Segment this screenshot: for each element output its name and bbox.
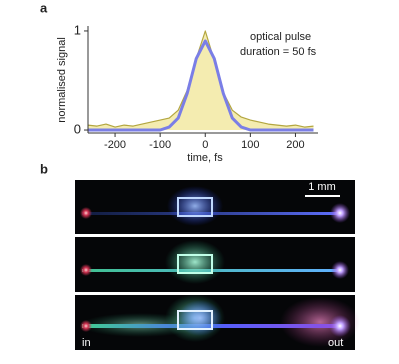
x-tick-label: 0: [202, 139, 208, 151]
x-axis-label: time, fs: [187, 152, 223, 164]
y-tick-label: 1: [74, 22, 81, 37]
panel-label: b: [40, 161, 48, 176]
y-axis-label: normalised signal: [56, 37, 68, 123]
micrograph-1: 1 mm: [75, 180, 355, 234]
series-line: [87, 30, 314, 128]
x-tick-label: 100: [241, 139, 259, 151]
x-tick-label: -200: [104, 139, 126, 151]
input-label: in: [82, 337, 91, 349]
area-fill: [88, 31, 314, 131]
panel-label: a: [40, 0, 48, 15]
output-label: out: [328, 337, 343, 349]
annotation: duration = 50 fs: [240, 46, 317, 58]
micrograph-3: in out: [75, 294, 360, 350]
x-tick-label: -100: [149, 139, 171, 151]
x-tick-label: 200: [286, 139, 304, 151]
scale-bar-label: 1 mm: [308, 181, 336, 193]
series-line: [88, 39, 314, 132]
micrograph-2: [75, 237, 355, 292]
y-tick-label: 0: [74, 121, 81, 136]
annotation: optical pulse: [250, 31, 311, 43]
